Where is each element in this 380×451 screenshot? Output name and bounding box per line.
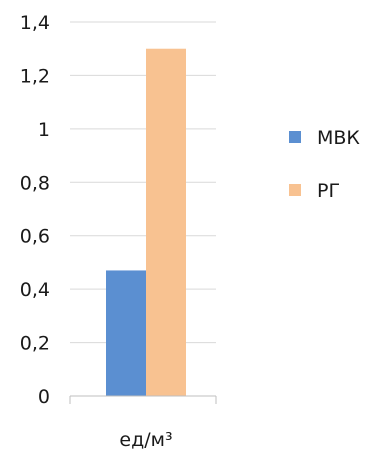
y-tick-label: 0,6: [20, 226, 50, 248]
legend-label: РГ: [317, 180, 340, 202]
legend-swatch: [289, 131, 301, 143]
y-axis-ticks: 0 0,2 0,4 0,6 0,8 1 1,2 1,4: [20, 12, 50, 408]
bar-rg: [146, 48, 186, 396]
y-tick-label: 1,2: [20, 65, 50, 87]
legend: МВК РГ: [289, 127, 360, 202]
x-axis-tick-marks: [69, 396, 217, 404]
bar-mvk: [106, 270, 146, 396]
y-tick-label: 0,4: [20, 279, 50, 301]
y-tick-label: 0,2: [20, 333, 50, 355]
y-tick-label: 1,4: [20, 12, 50, 34]
y-tick-label: 1: [38, 119, 50, 141]
legend-swatch: [289, 184, 301, 196]
x-category-label: ед/м³: [119, 429, 172, 451]
y-tick-label: 0: [38, 386, 50, 408]
gridlines: [70, 21, 216, 344]
bars: [106, 48, 186, 396]
legend-label: МВК: [317, 127, 360, 149]
y-tick-label: 0,8: [20, 172, 50, 194]
